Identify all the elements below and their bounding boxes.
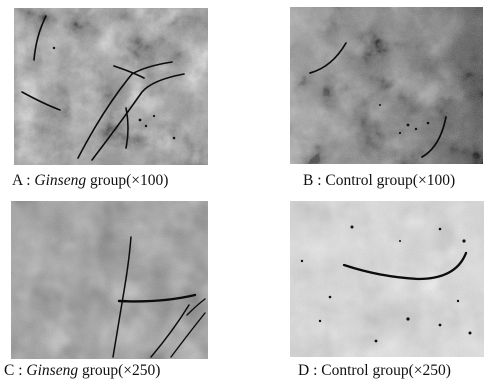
caption-d-suffix: Control group(×250) <box>321 362 451 379</box>
caption-a-prefix: A : <box>12 172 35 189</box>
micrograph-image-b <box>290 7 483 164</box>
caption-b: B : Control group(×100) <box>303 172 455 190</box>
micrograph-panel-a <box>14 8 208 165</box>
micrograph-image-d <box>290 201 484 357</box>
caption-c-prefix: C : <box>4 362 27 379</box>
micrograph-panel-c <box>11 201 208 359</box>
caption-a: A : Ginseng group(×100) <box>12 172 168 190</box>
caption-d-prefix: D : <box>298 362 322 379</box>
caption-a-suffix: group(×100) <box>86 172 169 189</box>
caption-d: D : Control group(×250) <box>298 362 451 380</box>
micrograph-panel-d <box>290 201 484 357</box>
micrograph-panel-b <box>290 7 483 164</box>
caption-c-suffix: group(×250) <box>78 362 161 379</box>
caption-b-prefix: B : <box>303 172 326 189</box>
caption-c: C : Ginseng group(×250) <box>4 362 160 380</box>
micrograph-image-c <box>11 201 208 359</box>
micrograph-image-a <box>14 8 208 165</box>
caption-b-suffix: Control group(×100) <box>325 172 456 189</box>
caption-a-italic: Ginseng <box>34 172 87 189</box>
caption-c-italic: Ginseng <box>26 362 79 379</box>
